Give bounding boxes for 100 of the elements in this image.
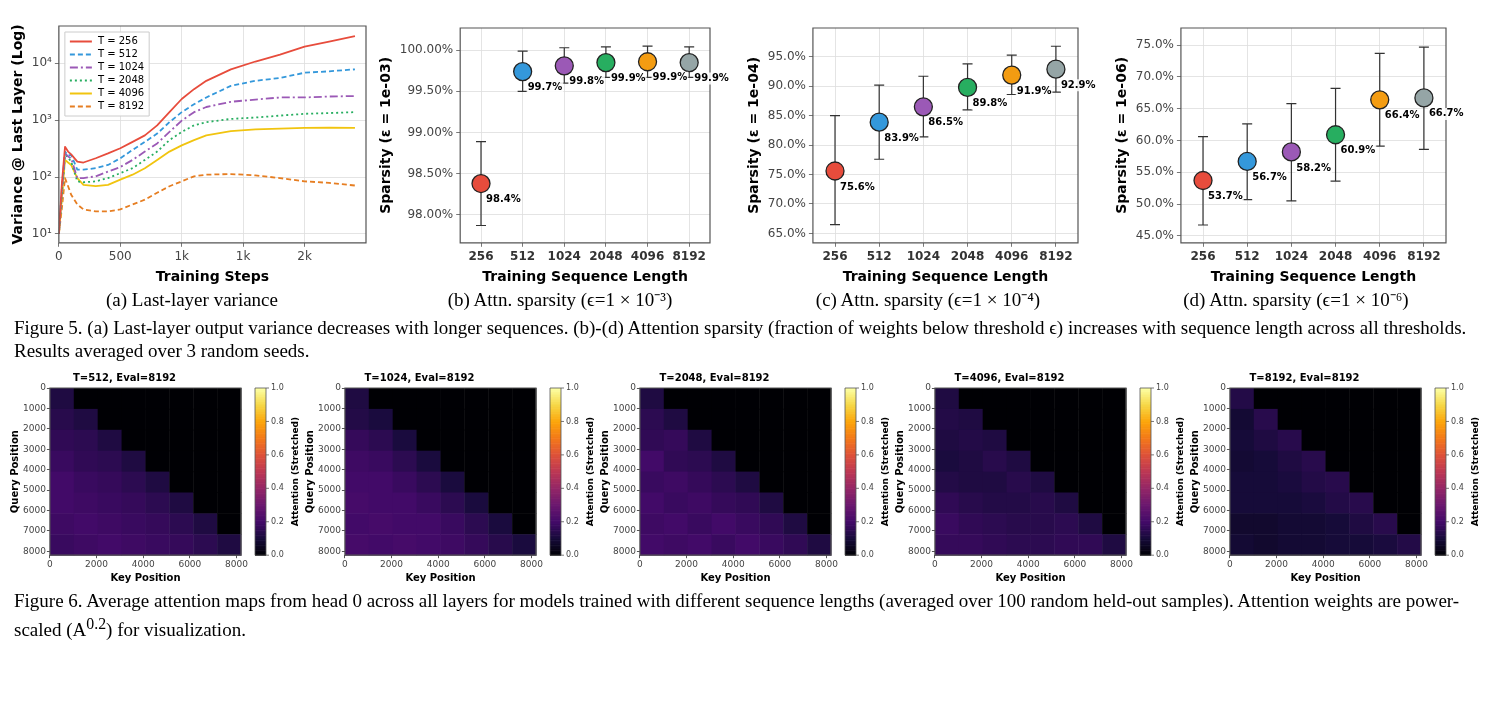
- y-tick-label: 0: [40, 382, 47, 393]
- x-tick-label: 2000: [970, 558, 994, 569]
- x-tick-label: 512: [1234, 249, 1260, 264]
- y-tick-label: 6000: [613, 504, 637, 515]
- text: (a) Last-layer variance: [105, 288, 279, 312]
- color-bar-label: 0.6: [271, 449, 284, 459]
- point: [1237, 151, 1257, 172]
- y-tick-label: 7000: [908, 525, 932, 536]
- color-bar-label: 0.8: [861, 416, 874, 426]
- y-tick-label: 5000: [908, 484, 932, 495]
- y-tick-label: 6000: [318, 504, 342, 515]
- color-bar-title: Attention (Stretched): [290, 416, 301, 527]
- y-tick-label: 2000: [613, 423, 637, 434]
- x-tick-label: 512: [866, 249, 892, 264]
- x-tick-label: 8000: [520, 558, 544, 569]
- color-bar-label: 0.8: [1156, 416, 1169, 426]
- x-axis-title: Key Position: [1290, 571, 1361, 583]
- y-axis-title: Sparsity (ε = 1e-03): [377, 56, 394, 214]
- data-label: 89.8%: [972, 97, 1008, 109]
- x-tick-label: 8000: [225, 558, 249, 569]
- y-tick-label: 7000: [613, 525, 637, 536]
- x-tick-label: 2000: [85, 558, 109, 569]
- color-bar-label: 0.8: [1451, 416, 1464, 426]
- x-tick-label: 6000: [473, 558, 497, 569]
- y-tick-label: 5000: [1203, 484, 1227, 495]
- data-label: 91.9%: [1016, 84, 1052, 96]
- point: [679, 52, 699, 73]
- y-tick-label: 75.0%: [1135, 37, 1174, 52]
- y-tick-label: 8000: [908, 545, 932, 556]
- x-tick-label: 0: [1227, 558, 1234, 569]
- y-tick-label: 10³: [31, 112, 53, 127]
- point: [913, 97, 934, 117]
- point: [1002, 65, 1022, 85]
- x-tick-label: 8000: [815, 558, 839, 569]
- y-axis-title: Query Position: [8, 430, 20, 514]
- legend-label: T = 256: [96, 35, 138, 47]
- color-bar-label: 0.0: [1451, 550, 1464, 560]
- data-label: 99.9%: [694, 72, 729, 84]
- y-tick-label: 55.0%: [1135, 164, 1174, 179]
- x-tick-label: 4000: [131, 558, 155, 569]
- x-tick-label: 4096: [1363, 249, 1397, 264]
- x-tick-label: 8000: [1405, 558, 1429, 569]
- data-label: 99.9%: [610, 72, 646, 84]
- x-tick-label: 500: [108, 249, 132, 264]
- text: (d) Attn. sparsity (ϵ=1 × 10⁻⁶): [1182, 288, 1410, 312]
- data-label: 53.7%: [1208, 190, 1243, 202]
- x-tick-label: 4000: [1311, 558, 1335, 569]
- legend-label: T = 4096: [96, 87, 145, 99]
- color-bar-label: 0.2: [1156, 516, 1169, 526]
- x-tick-label: 0: [55, 249, 63, 264]
- color-bar-label: 0.0: [271, 550, 284, 560]
- x-axis-title: Training Steps: [155, 268, 270, 285]
- data-label: 60.9%: [1340, 144, 1376, 156]
- point: [1046, 59, 1066, 79]
- x-tick-label: 4096: [630, 249, 665, 264]
- y-tick-label: 1000: [613, 402, 637, 413]
- y-tick-label: 0: [630, 382, 637, 393]
- y-tick-label: 70.0%: [1135, 69, 1174, 84]
- chart-title: T=4096, Eval=8192: [954, 371, 1065, 383]
- x-tick-label: 1024: [906, 249, 941, 264]
- x-tick-label: 1024: [547, 249, 581, 264]
- data-label: 83.9%: [884, 131, 919, 143]
- chart-title: T=1024, Eval=8192: [364, 371, 475, 383]
- y-tick-label: 10¹: [31, 226, 53, 241]
- y-tick-label: 3000: [613, 443, 637, 454]
- color-bar-title: Attention (Stretched): [585, 416, 596, 527]
- legend-label: T = 8192: [96, 100, 145, 112]
- x-tick-label: 0: [932, 558, 939, 569]
- y-tick-label: 60.0%: [1135, 132, 1174, 147]
- x-tick-label: 2000: [380, 558, 404, 569]
- y-tick-label: 6000: [908, 504, 932, 515]
- y-tick-label: 6000: [1203, 504, 1227, 515]
- y-tick-label: 5000: [613, 484, 637, 495]
- y-tick-label: 3000: [908, 443, 932, 454]
- y-tick-label: 99.50%: [407, 83, 454, 98]
- x-tick-label: 1k: [235, 249, 251, 264]
- x-axis-title: Key Position: [995, 571, 1066, 583]
- y-tick-label: 5000: [318, 484, 342, 495]
- y-tick-label: 6000: [23, 504, 47, 515]
- y-tick-label: 80.0%: [767, 137, 806, 152]
- data-label: 99.9%: [652, 71, 688, 83]
- y-tick-label: 3000: [23, 443, 47, 454]
- x-tick-label: 2048: [950, 249, 985, 264]
- color-bar-label: 0.0: [1156, 550, 1169, 560]
- y-tick-label: 10²: [31, 169, 53, 184]
- y-tick-label: 2000: [908, 423, 932, 434]
- point: [1325, 125, 1346, 145]
- x-axis-title: Training Sequence Length: [842, 268, 1049, 285]
- chart-title: T=8192, Eval=8192: [1249, 371, 1360, 383]
- y-tick-label: 1000: [1203, 402, 1227, 413]
- y-axis-title: Sparsity (ε = 1e-04): [745, 56, 762, 214]
- data-label: 86.5%: [928, 116, 964, 128]
- color-bar-title: Attention (Stretched): [1470, 416, 1481, 527]
- data-label: 66.4%: [1384, 109, 1420, 121]
- x-axis-title: Key Position: [700, 571, 771, 583]
- x-tick-label: 1k: [174, 249, 190, 264]
- legend-label: T = 2048: [96, 74, 145, 86]
- text: (c) Attn. sparsity (ϵ=1 × 10⁻⁴): [814, 288, 1042, 312]
- color-bar-label: 0.4: [1451, 483, 1464, 493]
- point: [1414, 88, 1434, 108]
